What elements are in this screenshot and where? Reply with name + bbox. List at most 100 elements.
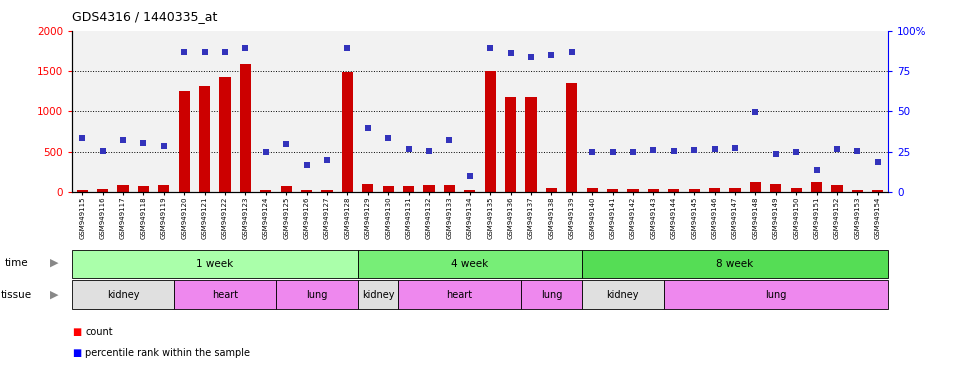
Point [788, 149, 804, 155]
Bar [158, 185, 169, 192]
Point [320, 157, 335, 163]
Bar [403, 185, 414, 192]
Bar [174, 280, 276, 309]
Bar [362, 184, 373, 192]
Bar [342, 72, 353, 192]
Point [483, 45, 498, 51]
Text: kidney: kidney [107, 290, 139, 300]
Point [748, 109, 763, 115]
Text: percentile rank within the sample: percentile rank within the sample [85, 348, 251, 358]
Bar [730, 188, 740, 192]
Point [380, 135, 396, 141]
Bar [240, 64, 251, 192]
Point [870, 159, 885, 165]
Point [258, 149, 274, 156]
Bar [220, 77, 230, 192]
Bar [199, 86, 210, 192]
Bar [72, 280, 174, 309]
Point [177, 50, 192, 56]
Point [238, 45, 253, 51]
Bar [138, 185, 149, 192]
Point [625, 149, 640, 156]
Bar [521, 280, 582, 309]
Text: heart: heart [212, 290, 238, 300]
Bar [485, 71, 495, 192]
Point [728, 146, 743, 152]
Bar [582, 250, 888, 278]
Text: ■: ■ [72, 327, 82, 337]
Point [217, 50, 232, 56]
Point [442, 137, 457, 144]
Bar [357, 280, 398, 309]
Bar [505, 97, 516, 192]
Bar [280, 185, 292, 192]
Bar [852, 190, 863, 192]
Text: ▶: ▶ [50, 258, 59, 268]
Bar [423, 185, 435, 192]
Bar [465, 190, 475, 192]
Bar [587, 188, 598, 192]
Text: lung: lung [306, 290, 327, 300]
Point [809, 167, 825, 173]
Point [850, 148, 865, 154]
Bar [301, 190, 312, 192]
Bar [582, 280, 663, 309]
Point [646, 147, 661, 153]
Point [523, 53, 539, 60]
Bar [750, 182, 761, 192]
Text: lung: lung [540, 290, 563, 300]
Point [197, 50, 212, 56]
Text: time: time [5, 258, 29, 268]
Point [156, 143, 172, 149]
Bar [546, 188, 557, 192]
Point [299, 162, 314, 168]
Bar [383, 185, 394, 192]
Point [585, 149, 600, 155]
Bar [668, 189, 680, 192]
Point [707, 146, 722, 152]
Point [543, 52, 559, 58]
Bar [260, 190, 272, 192]
Point [564, 50, 580, 56]
Text: ■: ■ [72, 348, 82, 358]
Text: tissue: tissue [1, 290, 32, 300]
Bar [117, 185, 129, 192]
Bar [276, 280, 357, 309]
Bar [357, 250, 582, 278]
Point [360, 125, 375, 131]
Text: ▶: ▶ [50, 290, 59, 300]
Text: kidney: kidney [362, 290, 395, 300]
Bar [398, 280, 521, 309]
Text: GDS4316 / 1440335_at: GDS4316 / 1440335_at [72, 10, 217, 23]
Bar [688, 189, 700, 192]
Bar [525, 97, 537, 192]
Point [829, 146, 845, 152]
Point [768, 151, 783, 157]
Text: 1 week: 1 week [196, 259, 233, 269]
Point [503, 50, 518, 56]
Bar [566, 83, 577, 192]
Point [135, 140, 151, 146]
Bar [77, 190, 87, 192]
Point [605, 149, 620, 156]
Text: 8 week: 8 week [716, 259, 754, 269]
Bar [179, 91, 190, 192]
Bar [72, 250, 357, 278]
Point [278, 141, 294, 147]
Text: lung: lung [765, 290, 786, 300]
Point [340, 45, 355, 51]
Point [95, 148, 110, 154]
Bar [663, 280, 888, 309]
Point [462, 173, 477, 179]
Bar [322, 190, 332, 192]
Text: heart: heart [446, 290, 472, 300]
Bar [791, 188, 802, 192]
Text: count: count [85, 327, 113, 337]
Point [686, 147, 702, 153]
Point [421, 148, 437, 154]
Point [75, 135, 90, 141]
Point [666, 148, 682, 154]
Bar [831, 185, 843, 192]
Bar [607, 189, 618, 192]
Bar [811, 182, 822, 192]
